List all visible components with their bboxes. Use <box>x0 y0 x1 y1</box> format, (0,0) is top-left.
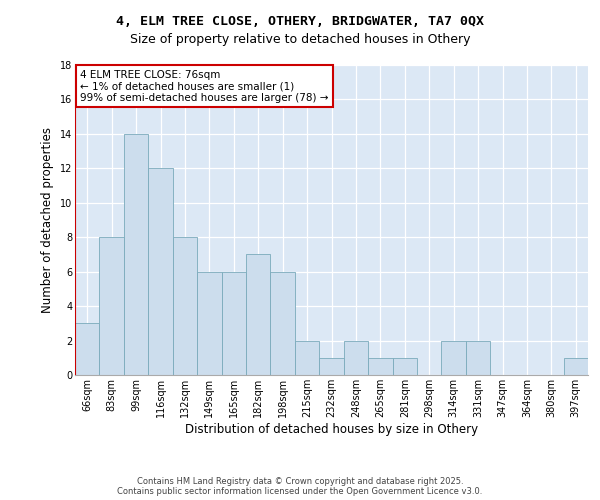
Bar <box>221 272 246 375</box>
Y-axis label: Number of detached properties: Number of detached properties <box>41 127 54 313</box>
Text: 4 ELM TREE CLOSE: 76sqm
← 1% of detached houses are smaller (1)
99% of semi-deta: 4 ELM TREE CLOSE: 76sqm ← 1% of detached… <box>80 70 329 103</box>
Bar <box>100 237 124 375</box>
Bar <box>392 358 417 375</box>
Bar <box>271 272 295 375</box>
Bar <box>148 168 173 375</box>
Bar <box>319 358 344 375</box>
Text: Contains HM Land Registry data © Crown copyright and database right 2025.
Contai: Contains HM Land Registry data © Crown c… <box>118 476 482 496</box>
Text: 4, ELM TREE CLOSE, OTHERY, BRIDGWATER, TA7 0QX: 4, ELM TREE CLOSE, OTHERY, BRIDGWATER, T… <box>116 15 484 28</box>
Bar <box>246 254 271 375</box>
Bar <box>124 134 148 375</box>
Bar <box>75 324 100 375</box>
Bar <box>344 340 368 375</box>
Bar <box>295 340 319 375</box>
Bar <box>563 358 588 375</box>
Text: Size of property relative to detached houses in Othery: Size of property relative to detached ho… <box>130 32 470 46</box>
Bar <box>442 340 466 375</box>
Bar <box>197 272 221 375</box>
X-axis label: Distribution of detached houses by size in Othery: Distribution of detached houses by size … <box>185 422 478 436</box>
Bar <box>368 358 392 375</box>
Bar <box>466 340 490 375</box>
Bar <box>173 237 197 375</box>
